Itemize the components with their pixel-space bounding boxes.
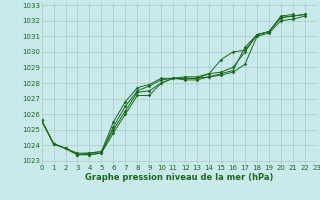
X-axis label: Graphe pression niveau de la mer (hPa): Graphe pression niveau de la mer (hPa): [85, 173, 273, 182]
